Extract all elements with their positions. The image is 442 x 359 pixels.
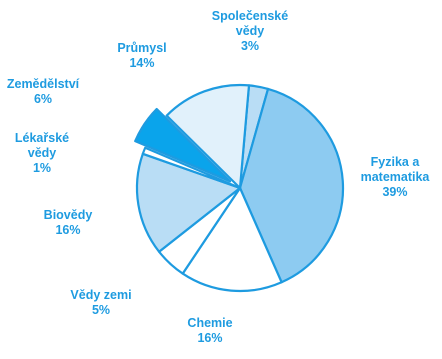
slice-label-0: Společenské vědy 3% [212, 9, 288, 53]
slice-value-label: 39% [382, 185, 407, 199]
slice-label-1: Fyzika a matematika 39% [361, 155, 431, 199]
pie-slice-5 [141, 146, 242, 190]
slice-name-label: Průmysl [117, 41, 166, 55]
pie-slice-4 [135, 152, 242, 253]
slice-value-label: 16% [55, 223, 80, 237]
slice-name-label: Společenské [212, 9, 288, 23]
slice-name-label: Vědy zemi [70, 288, 131, 302]
slice-value-label: 14% [129, 56, 154, 70]
slice-label-4: Biovědy 16% [44, 208, 93, 237]
slice-name-label: Chemie [187, 316, 232, 330]
slice-value-label: 16% [197, 331, 222, 345]
slice-value-label: 6% [34, 92, 52, 106]
slice-label-2: Chemie 16% [187, 316, 232, 345]
slice-name-label: Zemědělství [7, 77, 80, 91]
slice-name-label: Lékařské [15, 131, 69, 145]
pie-slice-1 [238, 87, 345, 284]
pie-slice-2 [181, 186, 283, 293]
pie-slices [134, 83, 345, 293]
slice-value-label: 1% [33, 161, 51, 175]
slice-label-3: Vědy zemi 5% [70, 288, 131, 317]
slice-label-7: Průmysl 14% [117, 41, 166, 70]
slice-name-label: vědy [236, 24, 265, 38]
slice-label-6: Zemědělství 6% [7, 77, 80, 106]
slice-value-label: 5% [92, 303, 110, 317]
slice-value-label: 3% [241, 39, 259, 53]
slice-name-label: Biovědy [44, 208, 93, 222]
pie-slice-7 [165, 83, 251, 190]
slice-label-5: Lékařské vědy 1% [15, 131, 69, 175]
slice-labels: Společenské vědy 3%Fyzika a matematika 39%Ch… [7, 9, 431, 345]
slice-name-label: matematika [361, 170, 431, 184]
pie-slice-6 [134, 107, 232, 183]
slice-name-label: vědy [28, 146, 57, 160]
slice-name-label: Fyzika a [371, 155, 421, 169]
